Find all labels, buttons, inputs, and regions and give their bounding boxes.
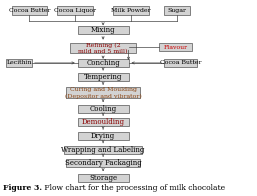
Text: Cocoa Liquor: Cocoa Liquor (54, 8, 96, 13)
FancyBboxPatch shape (66, 159, 140, 167)
FancyBboxPatch shape (113, 6, 149, 15)
FancyBboxPatch shape (78, 132, 128, 140)
FancyBboxPatch shape (66, 87, 140, 98)
Text: Wrapping and Labeling: Wrapping and Labeling (61, 146, 145, 154)
Text: Cooling: Cooling (89, 105, 117, 113)
Text: Cocoa Butter: Cocoa Butter (160, 60, 201, 65)
Text: Mixing: Mixing (91, 26, 115, 34)
Text: Drying: Drying (91, 132, 115, 140)
FancyBboxPatch shape (78, 59, 128, 67)
FancyBboxPatch shape (64, 146, 142, 154)
Text: Milk Powder: Milk Powder (111, 8, 151, 13)
FancyBboxPatch shape (78, 25, 128, 34)
FancyBboxPatch shape (70, 43, 136, 54)
Text: Secondary Packaging: Secondary Packaging (65, 159, 141, 167)
Text: Refining (2
mild and 5 mill): Refining (2 mild and 5 mill) (78, 42, 128, 54)
Text: Curing and Moulding
(Depositor and vibrator): Curing and Moulding (Depositor and vibra… (65, 87, 141, 99)
Text: Figure 3.: Figure 3. (3, 184, 42, 192)
FancyBboxPatch shape (159, 43, 192, 51)
Text: Storage: Storage (89, 174, 117, 182)
FancyBboxPatch shape (78, 174, 128, 182)
Text: Lecithin: Lecithin (6, 60, 32, 65)
FancyBboxPatch shape (57, 6, 93, 15)
FancyBboxPatch shape (78, 73, 128, 81)
FancyBboxPatch shape (78, 105, 128, 113)
Text: Cocoa Butter: Cocoa Butter (9, 8, 50, 13)
Text: Conching: Conching (86, 59, 120, 67)
Text: Flavour: Flavour (163, 45, 188, 50)
Text: Demoulding: Demoulding (81, 118, 125, 126)
FancyBboxPatch shape (164, 59, 197, 67)
Text: Sugar: Sugar (167, 8, 186, 13)
FancyBboxPatch shape (6, 59, 32, 67)
FancyBboxPatch shape (12, 6, 47, 15)
Text: Flow chart for the processing of milk chocolate: Flow chart for the processing of milk ch… (42, 184, 226, 192)
FancyBboxPatch shape (78, 118, 128, 126)
FancyBboxPatch shape (164, 6, 189, 15)
Text: Tempering: Tempering (84, 73, 122, 81)
